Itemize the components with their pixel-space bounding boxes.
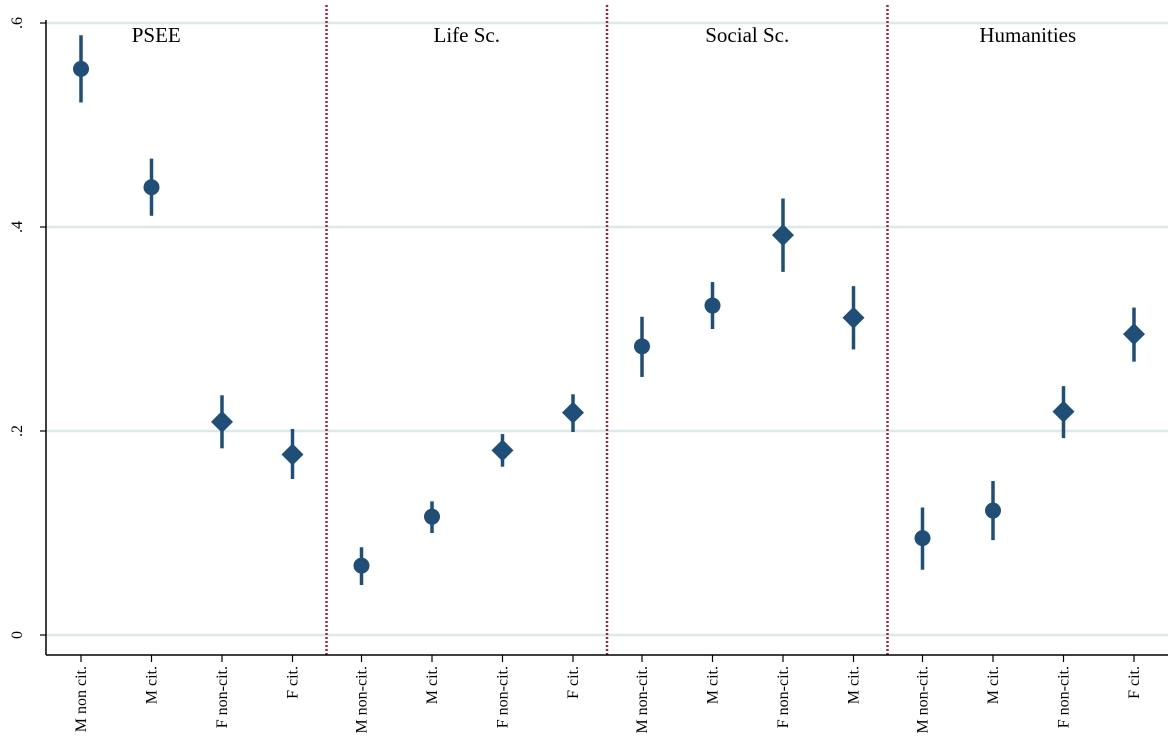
panel-separators: [325, 5, 889, 655]
point-marker-diamond: [1052, 400, 1075, 423]
point-marker-diamond: [281, 443, 304, 466]
x-tick-label: F cit.: [565, 666, 582, 699]
x-tick-label: M non-cit.: [354, 666, 371, 734]
point-marker-diamond: [211, 410, 233, 433]
point-marker-diamond: [1123, 323, 1145, 346]
panel-titles: PSEE Life Sc. Social Sc. Humanities: [132, 23, 1076, 47]
panel-title: Humanities: [979, 23, 1076, 47]
axes: [45, 20, 1168, 656]
point-marker-diamond: [491, 439, 514, 462]
panel-title: PSEE: [132, 23, 181, 47]
x-tick-label: M non cit.: [73, 666, 90, 732]
y-tick-label: .6: [9, 17, 26, 29]
point-marker-circle: [634, 338, 650, 355]
x-tick-label: M non-cit.: [634, 666, 651, 734]
panel-title: Social Sc.: [705, 23, 789, 47]
point-marker-circle: [914, 530, 931, 547]
x-tick-label: M cit.: [985, 666, 1002, 704]
x-tick-label: M non-cit.: [915, 666, 932, 734]
x-tick-label: M cit.: [705, 666, 722, 704]
point-marker-circle: [424, 508, 440, 525]
markers: [73, 60, 1145, 574]
x-tick-label: M cit.: [424, 666, 441, 704]
x-tick-label: F non-cit.: [775, 666, 792, 728]
point-marker-circle: [985, 502, 1001, 519]
y-ticks: 0 .2 .4 .6: [9, 17, 46, 639]
point-marker-diamond: [772, 224, 794, 247]
panel-title: Life Sc.: [434, 23, 500, 47]
point-marker-circle: [143, 179, 160, 196]
point-marker-circle: [353, 557, 370, 574]
x-tick-label: F cit.: [285, 666, 302, 699]
x-tick-label: M cit.: [144, 666, 161, 704]
point-marker-circle: [704, 297, 721, 314]
x-tick-label: F non-cit.: [495, 666, 512, 728]
x-ticks: M non cit. M cit. F non-cit. F cit. M non-ci…: [73, 655, 1143, 734]
y-tick-label: .2: [9, 425, 26, 437]
y-tick-label: 0: [9, 631, 26, 639]
point-marker-circle: [73, 60, 89, 77]
x-tick-label: F cit.: [1126, 666, 1143, 699]
x-tick-label: F non-cit.: [214, 666, 231, 728]
point-marker-diamond: [842, 306, 865, 329]
x-tick-label: M cit.: [846, 666, 863, 704]
x-tick-label: F non-cit.: [1056, 666, 1073, 728]
point-marker-diamond: [562, 401, 584, 424]
y-tick-label: .4: [9, 221, 26, 233]
